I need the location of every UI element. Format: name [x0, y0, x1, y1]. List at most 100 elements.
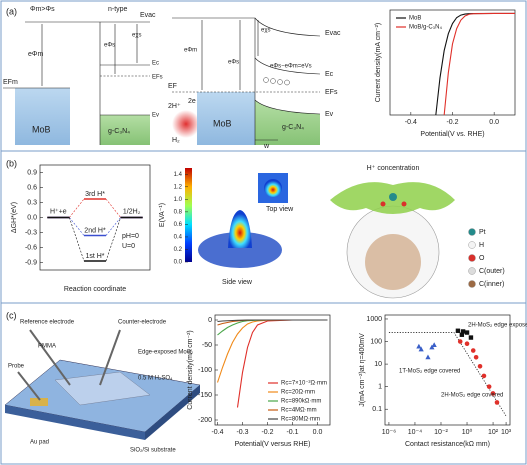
label: Φm>Φs: [30, 6, 55, 13]
legend-label: Rc=80MΩ·mm: [281, 417, 320, 423]
glow: [172, 110, 200, 138]
colorbar-tick-label: 0.4: [174, 235, 183, 241]
legend-label: MoB/g-C₃N₄: [409, 25, 442, 31]
label: eχs: [261, 28, 271, 34]
label: SiO₂/Si substrate: [130, 448, 176, 454]
label: Side view: [222, 279, 253, 286]
legend-label: Rc=890kΩ·mm: [281, 399, 321, 405]
label: g-C₃N₄: [282, 124, 304, 131]
field-map: E(VA⁻¹) Top view Side view: [159, 168, 294, 286]
label: g-C₃N₄: [108, 128, 130, 135]
label: MoB: [213, 118, 232, 128]
cage: H⁺ concentration Pt HO C(outer) C(inner): [330, 165, 505, 299]
label: Reference electrode: [20, 320, 75, 326]
legend-swatch: [468, 280, 476, 288]
label: eΦs−eΦm=eVs: [270, 64, 312, 70]
y-tick-label: 10: [374, 361, 382, 368]
label: Evac: [325, 30, 341, 37]
au-pad: [30, 398, 48, 406]
peak: [228, 210, 252, 248]
x-axis-label: Contact resistance(kΩ mm): [405, 441, 490, 448]
colorbar-tick-label: 0.2: [174, 247, 183, 253]
connector: [69, 217, 85, 236]
colorbar: [185, 168, 192, 262]
x-tick-label: -0.4: [405, 119, 417, 126]
ev-line: [254, 99, 321, 115]
panel-label: (c): [6, 310, 17, 320]
point: [470, 348, 476, 353]
y-tick-label: 0.0: [27, 214, 37, 221]
arrows: [41, 24, 138, 86]
legend-label: Pt: [479, 229, 486, 236]
state-label: H⁺+e: [50, 208, 67, 215]
label: eχs: [132, 33, 142, 39]
x-axis-label: Reaction coordinate: [64, 286, 126, 293]
label: 0.5 M H₂SO₄: [138, 376, 173, 382]
series-line: [217, 319, 328, 336]
legend-label: H: [479, 242, 484, 249]
x-tick-label: 10³: [501, 429, 512, 436]
x-tick-label: 10⁻⁴: [408, 429, 423, 436]
semi-block: [100, 115, 150, 145]
legend-swatch: [468, 241, 476, 249]
label: Evac: [140, 12, 156, 19]
point: [481, 373, 487, 379]
legend-label: C(inner): [479, 281, 504, 288]
level-label: 3rd H*: [85, 191, 105, 198]
panel-label: (b): [6, 158, 17, 168]
pt-atom: [389, 193, 397, 201]
colorbar-tick-label: 0.0: [174, 260, 183, 266]
y-tick-label: -100: [198, 367, 212, 374]
legend-swatch: [468, 254, 476, 262]
electrodes: [17, 329, 121, 401]
colorbar-tick-label: 0.8: [174, 209, 183, 215]
electrons: [263, 77, 290, 86]
x-tick-label: 10²: [488, 429, 499, 436]
label: w: [263, 143, 270, 150]
x-tick-label: 10⁻⁶: [382, 429, 396, 436]
connector: [105, 217, 121, 236]
label: Top view: [266, 206, 294, 213]
colorbar-tick-label: 0.6: [174, 222, 183, 228]
device: Reference electrode Counter-electrode PM…: [4, 320, 201, 454]
y-tick-label: 0.3: [27, 199, 37, 206]
label: Ev: [152, 113, 159, 119]
legend: Pt HO C(outer) C(inner): [468, 228, 505, 288]
point: [416, 343, 422, 349]
label: eΦs: [228, 60, 239, 66]
x-axis-label: Potential(V versus RHE): [235, 441, 311, 448]
series-label: 2H-MoS₂ edge exposed: [468, 323, 527, 329]
ec-line: [254, 57, 321, 75]
panel-label: (a): [6, 6, 17, 16]
level-label: 1st H*: [85, 253, 104, 260]
annotation: U=0: [122, 243, 135, 250]
x-tick-label: 10⁻²: [434, 429, 448, 436]
colorbar-title: E(VA⁻¹): [159, 203, 166, 227]
point: [486, 384, 492, 389]
semi-block: [255, 100, 320, 145]
y-tick-label: -0.9: [25, 259, 37, 266]
label: eΦm: [184, 48, 197, 54]
series-line: [216, 319, 328, 383]
series-line: [435, 12, 515, 116]
legend-label: MoB: [409, 16, 421, 22]
point: [494, 400, 500, 405]
series-line: [443, 12, 515, 116]
label: MoB: [32, 124, 51, 134]
metal-block: [15, 88, 70, 145]
y-tick-label: -150: [198, 392, 212, 399]
band-diagram: Φm>Φs n-type Evac eΦm eΦs eχs EFm Ec EFs…: [3, 6, 163, 145]
annotation: pH=0: [122, 233, 139, 240]
point: [464, 341, 470, 347]
y-tick-label: -50: [202, 342, 212, 349]
connector: [105, 217, 121, 262]
y-tick-label: 0.6: [27, 184, 37, 191]
pmma: [54, 371, 151, 406]
label: Ev: [325, 111, 334, 118]
point: [459, 332, 465, 337]
y-axis-label: J(mA cm⁻²)at η=400mV: [359, 333, 366, 407]
label: PMMA: [38, 344, 56, 350]
o-atom: [401, 201, 407, 207]
label: Counter-electrode: [118, 320, 167, 326]
